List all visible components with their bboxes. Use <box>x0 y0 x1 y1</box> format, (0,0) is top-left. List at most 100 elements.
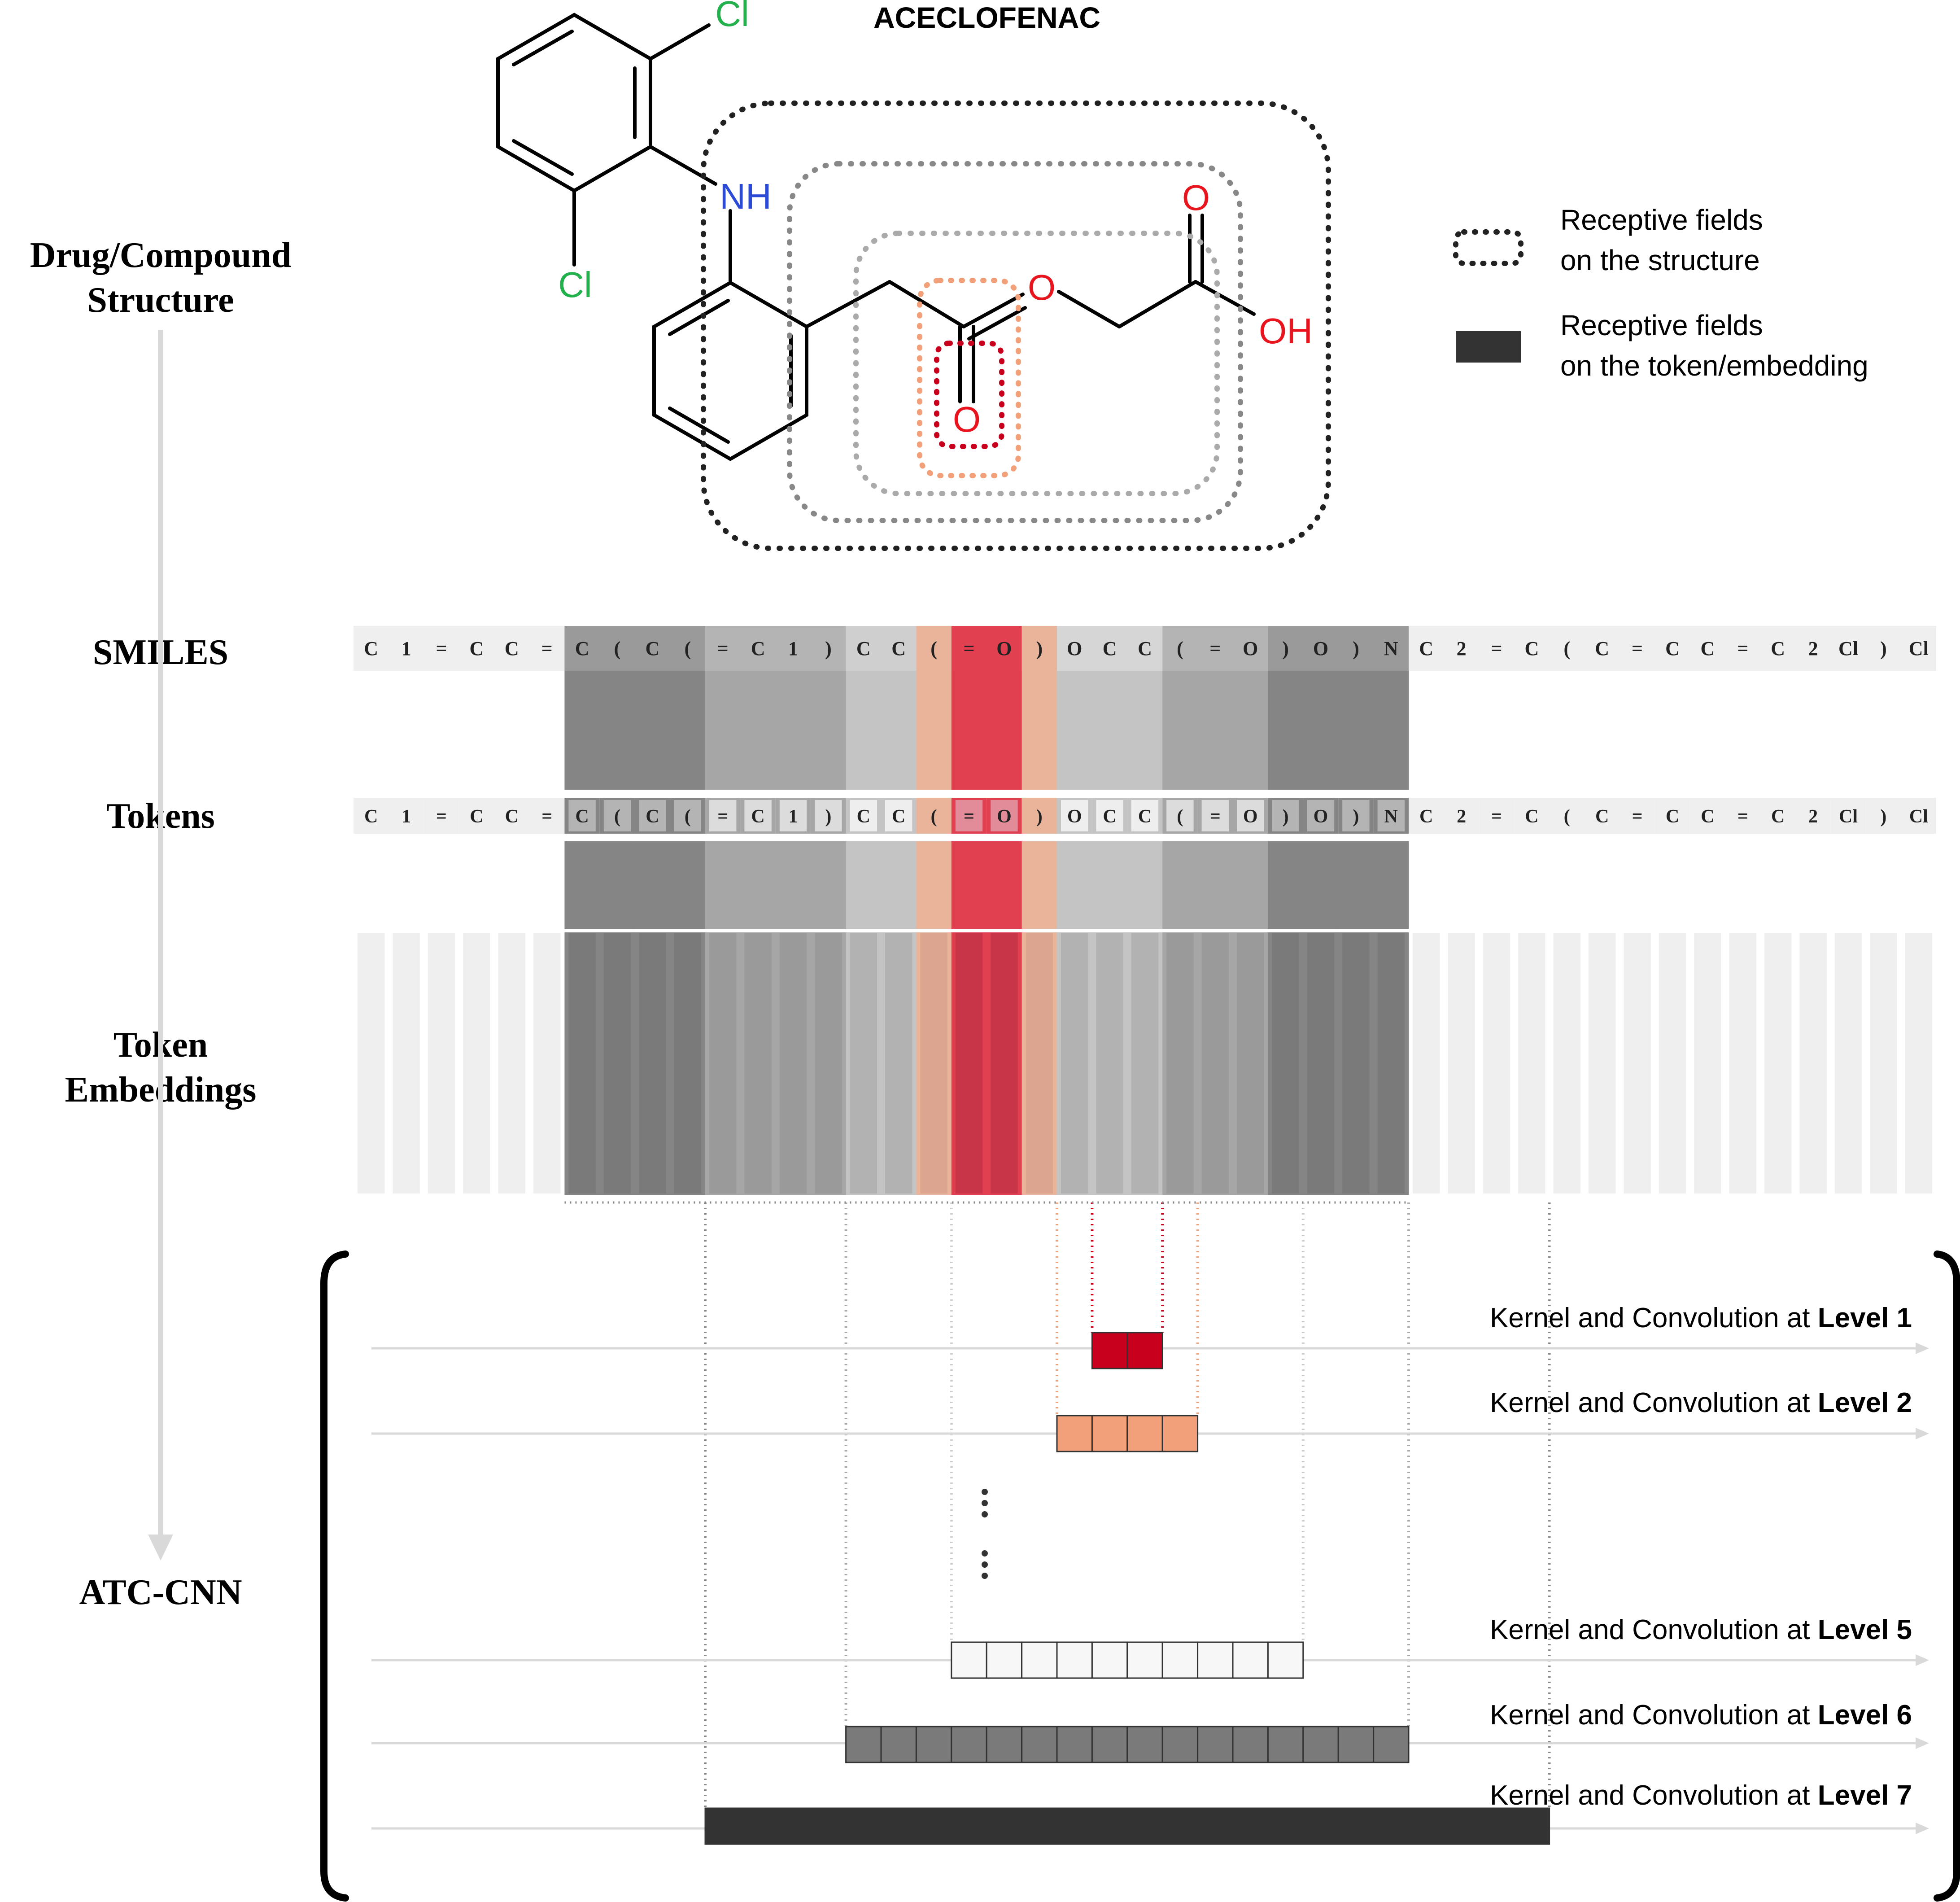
embedding-bar <box>533 933 561 1194</box>
token-box <box>358 800 385 831</box>
token-box <box>1870 800 1897 831</box>
kernel-cell <box>1056 1415 1093 1452</box>
kernel-cell <box>1021 1807 1058 1845</box>
embedding-bar <box>568 933 596 1194</box>
embedding-bar <box>885 933 912 1194</box>
token-char: 2 <box>1808 806 1818 827</box>
ellipsis-dots <box>982 1489 988 1579</box>
kernel-cell <box>1161 1415 1199 1452</box>
convolution-levels: Kernel and Convolution at Level 1 Kernel … <box>371 1303 1929 1845</box>
field-band-cell <box>1197 841 1233 929</box>
kernel-cell <box>1161 1807 1199 1845</box>
atom-nh: NH <box>720 176 772 216</box>
kernel-cell <box>810 1807 847 1845</box>
smiles-char: = <box>1209 638 1221 660</box>
structure-receptive-fields <box>701 101 1331 551</box>
kernel-cell <box>739 1807 777 1845</box>
token-char: O <box>1243 806 1258 827</box>
smiles-char: 1 <box>788 638 798 660</box>
field-band-cell <box>1127 671 1163 790</box>
smiles-highlight <box>1162 626 1268 671</box>
kernel-cell <box>915 1807 952 1845</box>
token-char: 1 <box>402 806 411 827</box>
smiles-char: C <box>1771 638 1785 660</box>
bottom-ring <box>652 280 808 461</box>
embedding-bar <box>1694 933 1721 1194</box>
token-box <box>393 800 420 831</box>
token-box <box>1131 800 1159 831</box>
token-box <box>1589 800 1616 831</box>
field-bands <box>564 671 1409 929</box>
kernel-cell <box>986 1641 1023 1679</box>
field-level7 <box>701 101 1331 551</box>
token-char: C <box>1419 806 1433 827</box>
token-box <box>955 800 983 831</box>
embedding-bar <box>1624 933 1651 1194</box>
embedding-bar <box>1799 933 1827 1194</box>
field-band-cell <box>1057 671 1092 790</box>
embedding-bar <box>674 933 701 1194</box>
token-box <box>709 800 737 831</box>
token-char: C <box>1701 806 1714 827</box>
field-band-cell <box>846 671 882 790</box>
kernel-cell <box>1443 1807 1480 1845</box>
token-box <box>1201 800 1229 831</box>
level-label: Kernel and Convolution at Level 7 <box>1490 1780 1912 1811</box>
embedding-bar <box>1307 933 1335 1194</box>
token-char: N <box>1384 806 1398 827</box>
kernel-cell <box>986 1726 1023 1763</box>
kernel-cell <box>1021 1641 1058 1679</box>
field-band-cell <box>811 671 847 790</box>
kernel-cell <box>1056 1807 1093 1845</box>
token-char: Cl <box>1839 806 1858 827</box>
token-char: ( <box>685 806 691 827</box>
field-band-cell <box>1127 841 1163 929</box>
kernel-cell <box>1302 1807 1339 1845</box>
kernel-cell <box>1513 1807 1550 1845</box>
smiles-highlight <box>916 626 952 671</box>
kernel-cell <box>1373 1807 1410 1845</box>
field-level5 <box>853 231 1220 496</box>
embedding-bar <box>1413 933 1440 1194</box>
token-char: ) <box>1283 806 1289 827</box>
kernel-cell <box>1267 1726 1304 1763</box>
token-char: ) <box>1880 806 1886 827</box>
token-char: O <box>1314 806 1328 827</box>
field-band-cell <box>1373 671 1409 790</box>
field-band-cell <box>881 841 917 929</box>
token-char: ( <box>931 806 937 827</box>
smiles-char: C <box>751 638 765 660</box>
token-box <box>533 800 561 831</box>
kernel-cell <box>880 1807 917 1845</box>
smiles-char: C <box>1665 638 1680 660</box>
smiles-char: = <box>541 638 553 660</box>
atom-cl-top: Cl <box>715 0 749 34</box>
embedding-bar <box>603 933 631 1194</box>
token-char: C <box>1103 806 1116 827</box>
kernel-cell <box>775 1807 812 1845</box>
kernel-cell <box>1161 1726 1199 1763</box>
token-box <box>1061 800 1088 831</box>
embedding-bar <box>1131 933 1159 1194</box>
embedding-bar <box>1448 933 1475 1194</box>
smiles-char: C <box>470 638 484 660</box>
legend-structure-swatch <box>1453 229 1523 266</box>
field-band-cell <box>1373 841 1409 929</box>
atom-o-carbonyl: O <box>953 399 981 439</box>
token-box <box>1694 800 1721 831</box>
smiles-char: ) <box>1036 638 1043 660</box>
level-label: Kernel and Convolution at Level 6 <box>1490 1700 1912 1731</box>
kernel-cell <box>1091 1726 1128 1763</box>
field-band-cell <box>1268 671 1304 790</box>
smiles-char: = <box>436 638 447 660</box>
token-box <box>1096 800 1123 831</box>
smiles-char: O <box>1313 638 1328 660</box>
smiles-char: = <box>963 638 974 660</box>
level-arrow-head <box>1916 1823 1929 1834</box>
token-box <box>1413 800 1440 831</box>
smiles-char: O <box>996 638 1012 660</box>
token-box <box>779 800 807 831</box>
atom-labels: Cl Cl NH O O O OH <box>558 0 1313 439</box>
field-band-cell <box>635 841 671 929</box>
embedding-bar <box>1483 933 1510 1194</box>
